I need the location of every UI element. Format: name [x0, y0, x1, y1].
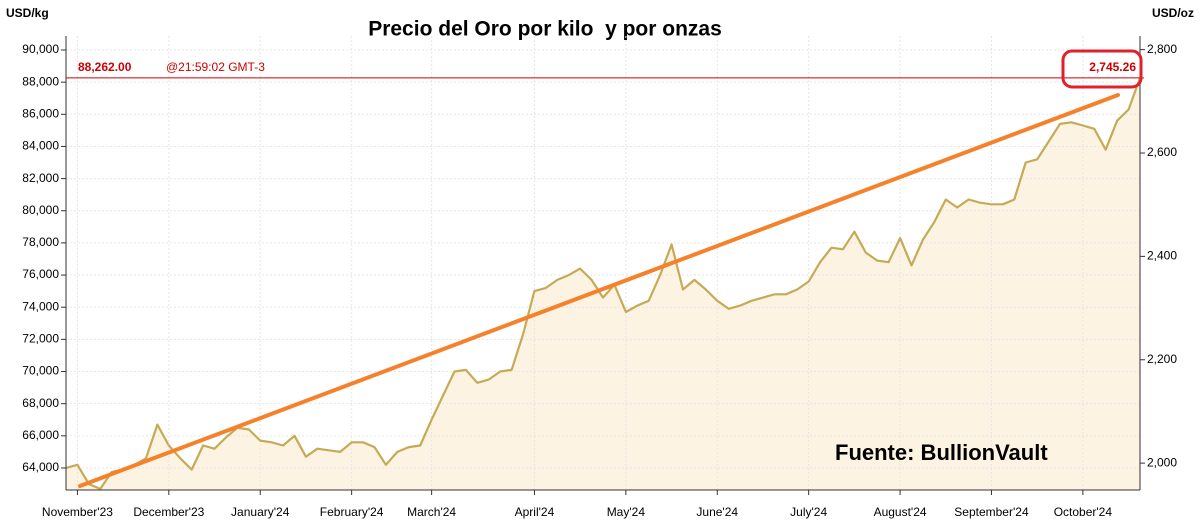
y-tick-label: 86,000: [22, 106, 59, 120]
x-tick-label: August'24: [874, 505, 927, 519]
y2-tick-label: 2,400: [1147, 249, 1177, 263]
y-tick-label: 80,000: [22, 203, 59, 217]
y2-tick-label: 2,200: [1147, 352, 1177, 366]
x-tick-label: February'24: [320, 505, 384, 519]
trend-line: [78, 93, 1120, 488]
y-tick-label: 82,000: [22, 171, 59, 185]
x-tick-label: September'24: [954, 505, 1029, 519]
y2-tick-label: 2,600: [1147, 145, 1177, 159]
y-tick-label: 74,000: [22, 299, 59, 313]
y2-axis-label: USD/oz: [1152, 6, 1194, 20]
chart-title: Precio del Oro por kilo y por onzas: [368, 18, 722, 41]
y-tick-label: 66,000: [22, 428, 59, 442]
y2-tick-label: 2,800: [1147, 42, 1177, 56]
source-annotation: Fuente: BullionVault: [835, 440, 1048, 465]
x-tick-label: November'23: [42, 505, 113, 519]
x-tick-label: January'24: [231, 505, 290, 519]
current-price-oz-label: 2,745.26: [1089, 60, 1136, 74]
y-tick-label: 78,000: [22, 235, 59, 249]
price-line: [65, 77, 1142, 490]
x-tick-label: October'24: [1054, 505, 1113, 519]
highlight-box: [1061, 49, 1143, 89]
x-tick-label: April'24: [515, 505, 555, 519]
y-tick-label: 90,000: [22, 42, 59, 56]
y-tick-label: 72,000: [22, 332, 59, 346]
x-tick-label: March'24: [407, 505, 456, 519]
x-tick-label: June'24: [696, 505, 738, 519]
y-tick-label: 68,000: [22, 396, 59, 410]
y-tick-label: 84,000: [22, 139, 59, 153]
current-price-time: @21:59:02 GMT-3: [166, 60, 265, 74]
x-tick-label: May'24: [607, 505, 646, 519]
x-tick-label: July'24: [790, 505, 827, 519]
x-tick-label: December'23: [133, 505, 204, 519]
current-price-label: 88,262.00: [78, 60, 132, 74]
y-tick-label: 64,000: [22, 460, 59, 474]
y-tick-label: 88,000: [22, 74, 59, 88]
y-tick-label: 76,000: [22, 267, 59, 281]
area: [66, 77, 1140, 491]
y-tick-label: 70,000: [22, 364, 59, 378]
y2-tick-label: 2,000: [1147, 455, 1177, 469]
y-axis-label: USD/kg: [6, 6, 49, 20]
